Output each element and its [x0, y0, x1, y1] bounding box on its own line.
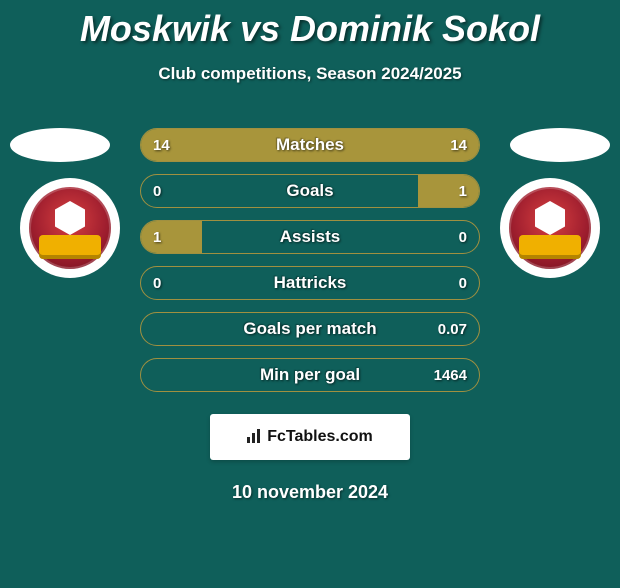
stat-row: Min per goal1464: [140, 358, 480, 392]
stat-label: Goals per match: [141, 313, 479, 345]
stat-value-left: 0: [153, 267, 161, 299]
footer-date: 10 november 2024: [0, 482, 620, 503]
stat-value-left: 14: [153, 129, 170, 161]
stat-row: Matches14 14: [140, 128, 480, 162]
player-photo-left: [10, 128, 110, 162]
club-crest-left: [20, 178, 120, 278]
stat-value-right: 0: [459, 221, 467, 253]
stat-value-right: 1464: [434, 359, 467, 391]
club-crest-right: [500, 178, 600, 278]
branding-text: FcTables.com: [267, 428, 373, 446]
stat-row: Hattricks0 0: [140, 266, 480, 300]
subtitle: Club competitions, Season 2024/2025: [0, 64, 620, 84]
stat-value-right: 14: [450, 129, 467, 161]
stat-label: Goals: [141, 175, 479, 207]
stats-bars: Matches1414Goals01Assists10Hattricks00Go…: [140, 128, 480, 404]
stat-value-left: 0: [153, 175, 161, 207]
branding-badge: FcTables.com: [210, 414, 410, 460]
stat-label: Matches: [141, 129, 479, 161]
stat-row: Goals0 1: [140, 174, 480, 208]
stat-value-right: 1: [459, 175, 467, 207]
stat-value-right: 0.07: [438, 313, 467, 345]
player-photo-right: [510, 128, 610, 162]
stat-label: Min per goal: [141, 359, 479, 391]
stat-value-right: 0: [459, 267, 467, 299]
stat-label: Assists: [141, 221, 479, 253]
stat-row: Assists1 0: [140, 220, 480, 254]
stat-row: Goals per match0.07: [140, 312, 480, 346]
stat-label: Hattricks: [141, 267, 479, 299]
page-title: Moskwik vs Dominik Sokol: [0, 8, 620, 50]
stat-value-left: 1: [153, 221, 161, 253]
chart-icon: [247, 429, 263, 446]
